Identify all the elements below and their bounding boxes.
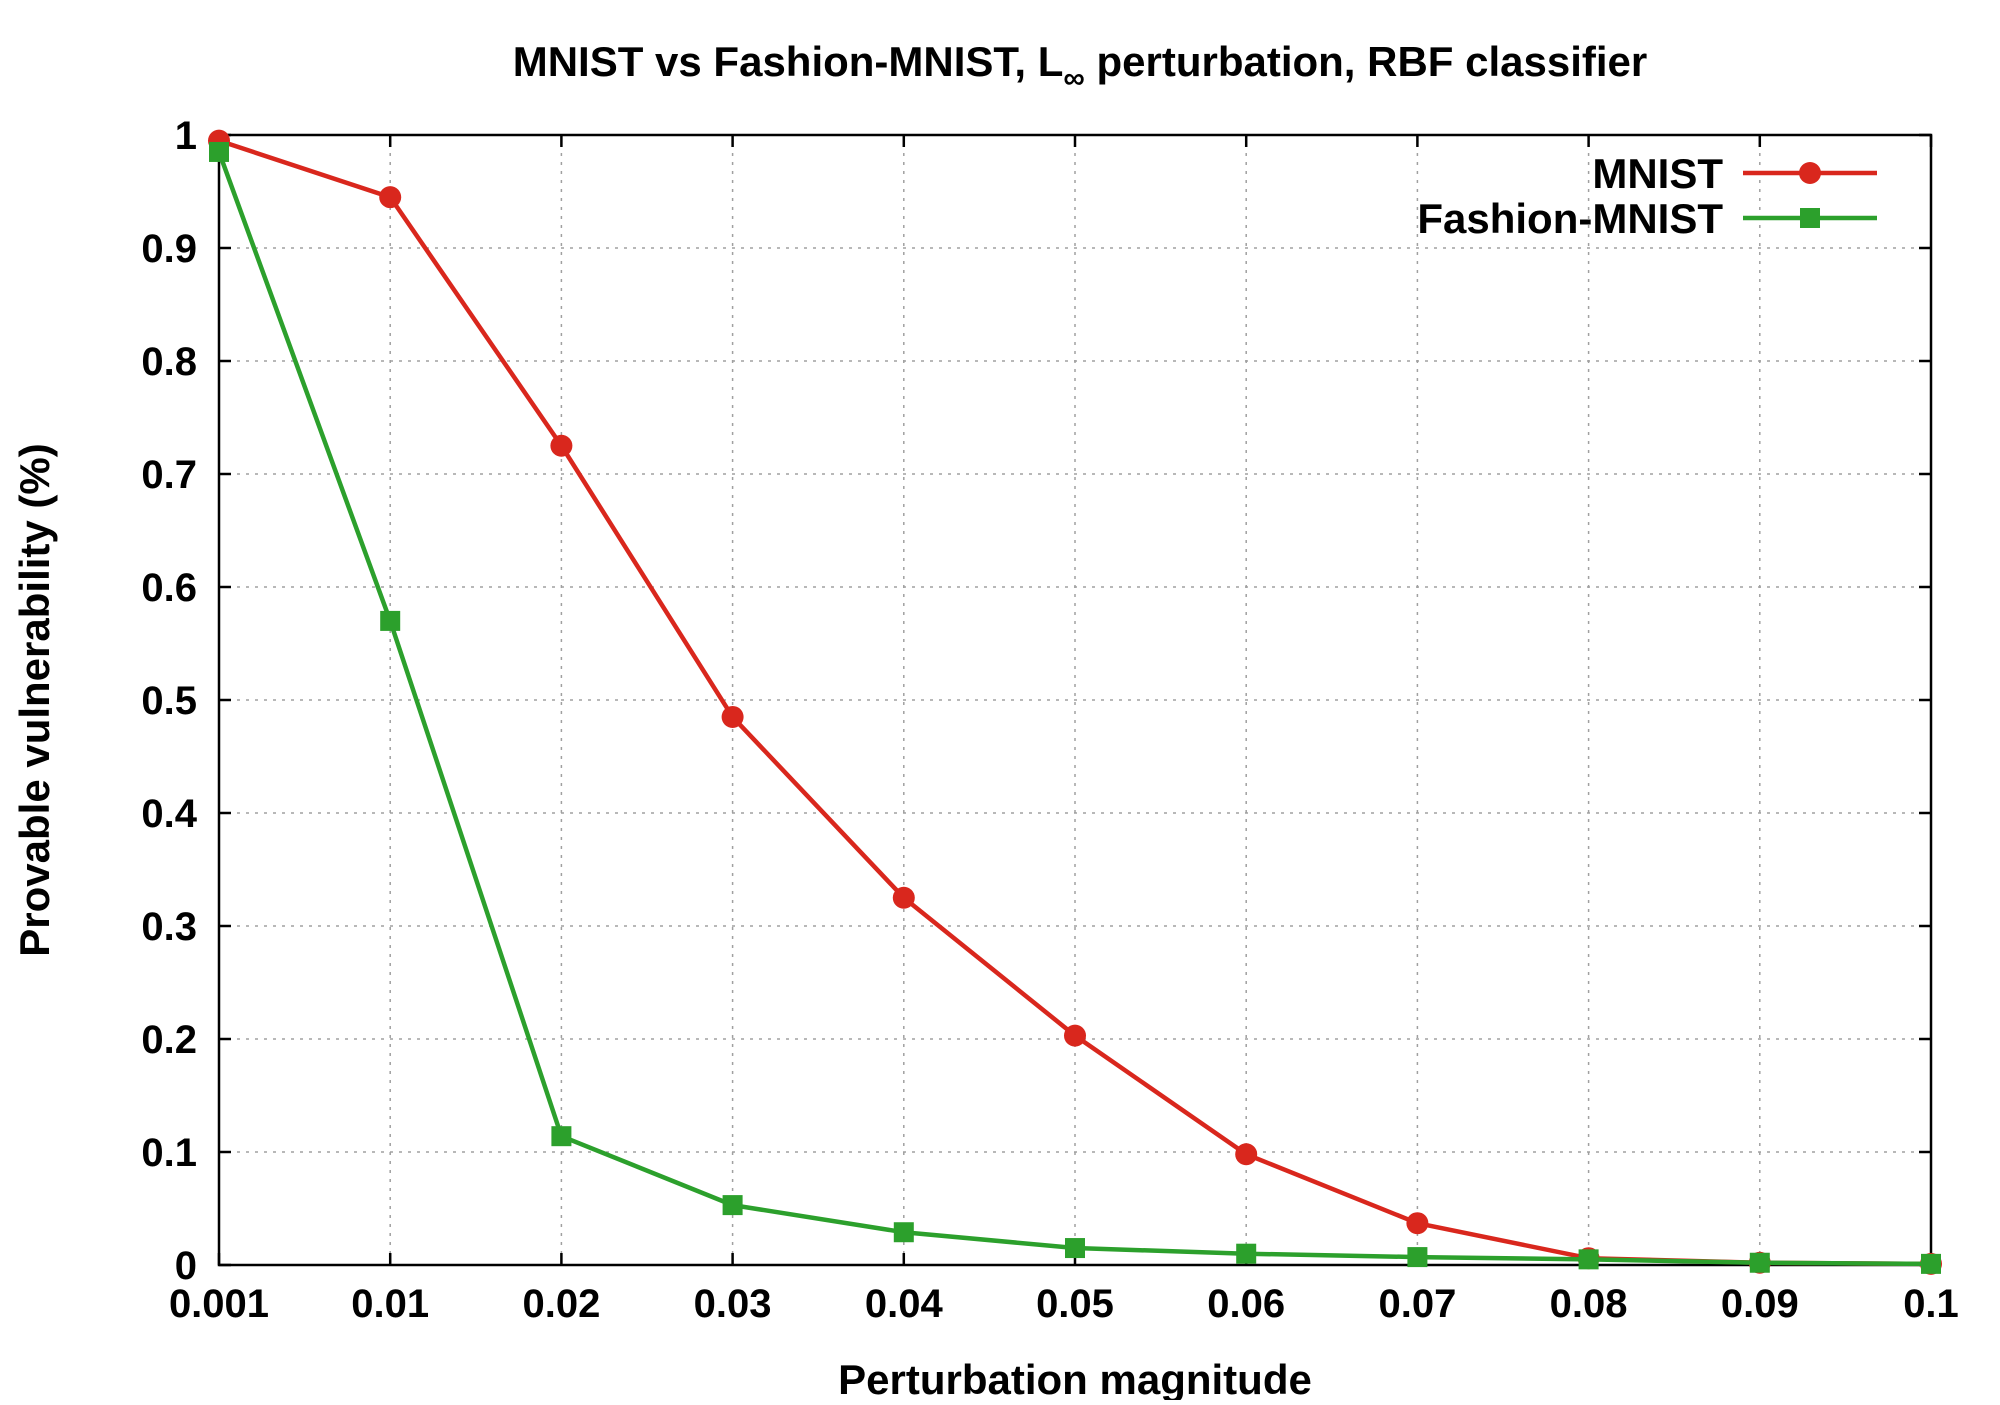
data-point-fashion-mnist [1236, 1243, 1257, 1264]
chart-title-main: MNIST vs Fashion-MNIST, L [513, 38, 1064, 85]
x-tick-label: 0.05 [1036, 1282, 1114, 1326]
y-tick-label: 0.2 [141, 1018, 197, 1062]
data-point-fashion-mnist [1578, 1249, 1599, 1270]
legend: MNIST Fashion-MNIST [1417, 150, 1877, 242]
legend-label-mnist: MNIST [1592, 150, 1723, 197]
y-axis-tick-labels: 0 0.1 0.2 0.3 0.4 0.5 0.6 0.7 0.8 0.9 1 [141, 114, 197, 1288]
x-tick-label: 0.09 [1721, 1282, 1799, 1326]
data-point-mnist [379, 186, 402, 209]
chart-title: MNIST vs Fashion-MNIST, L∞ perturbation,… [513, 38, 1648, 95]
y-tick-label: 0.9 [141, 227, 197, 271]
y-tick-label: 0.8 [141, 340, 197, 384]
data-point-fashion-mnist [1749, 1252, 1770, 1273]
data-point-fashion-mnist [1921, 1253, 1941, 1274]
data-point-mnist [892, 886, 915, 909]
data-point-mnist [1235, 1143, 1258, 1166]
x-tick-label: 0.08 [1550, 1282, 1628, 1326]
y-axis-label: Provable vulnerability (%) [11, 443, 58, 956]
data-point-fashion-mnist [1065, 1238, 1085, 1259]
data-point-mnist [1064, 1024, 1086, 1047]
grid [219, 135, 1931, 1265]
data-point-fashion-mnist [893, 1222, 914, 1243]
data-point-fashion-mnist [380, 610, 401, 631]
data-point-mnist [721, 705, 744, 728]
x-tick-label: 0.02 [522, 1282, 600, 1326]
data-point-mnist [550, 434, 573, 457]
y-tick-label: 0.1 [141, 1131, 197, 1175]
x-tick-label: 0.06 [1207, 1282, 1285, 1326]
y-tick-label: 0.6 [141, 566, 197, 610]
legend-marker-mnist [1799, 162, 1821, 184]
series-fashion-mnist [209, 141, 1941, 1274]
y-tick-label: 0 [175, 1244, 197, 1288]
x-tick-label: 0.01 [351, 1282, 429, 1326]
data-point-fashion-mnist [1407, 1247, 1428, 1268]
data-point-fashion-mnist [209, 141, 229, 162]
data-point-mnist [1406, 1212, 1429, 1235]
chart-title-rest: perturbation, RBF classifier [1085, 38, 1647, 85]
x-axis-tick-labels: 0.001 0.01 0.02 0.03 0.04 0.05 0.06 0.07 0.08 0.0… [169, 1282, 1959, 1326]
y-tick-label: 1 [175, 114, 197, 158]
y-tick-label: 0.4 [141, 792, 197, 836]
x-axis-label: Perturbation magnitude [838, 1356, 1312, 1400]
data-point-fashion-mnist [551, 1126, 572, 1147]
x-tick-label: 0.1 [1903, 1282, 1959, 1326]
data-series [208, 129, 1942, 1275]
x-tick-label: 0.04 [865, 1282, 944, 1326]
x-tick-label: 0.03 [694, 1282, 772, 1326]
legend-label-fashion-mnist: Fashion-MNIST [1417, 195, 1723, 242]
chart-title-subscript: ∞ [1063, 62, 1084, 95]
data-point-fashion-mnist [722, 1195, 743, 1216]
y-tick-label: 0.7 [141, 453, 197, 497]
y-tick-label: 0.5 [141, 679, 197, 723]
x-tick-label: 0.07 [1378, 1282, 1456, 1326]
y-tick-label: 0.3 [141, 905, 197, 949]
legend-marker-fashion-mnist [1800, 208, 1820, 228]
x-tick-label: 0.001 [169, 1282, 269, 1326]
